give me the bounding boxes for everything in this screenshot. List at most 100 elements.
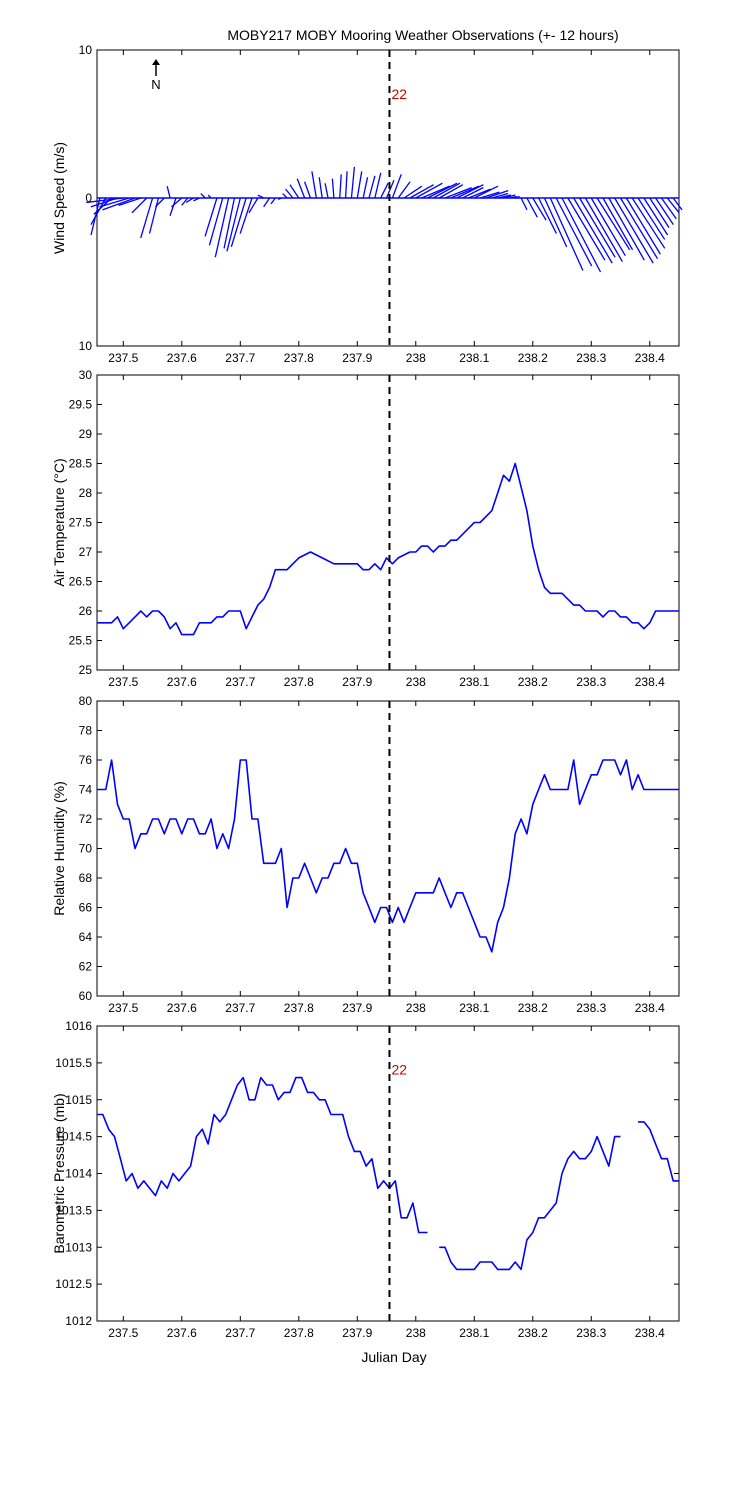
y-tick-label: 66 (79, 901, 93, 915)
wind-vector (438, 184, 464, 199)
wind-vector (303, 181, 312, 199)
y-tick-label: 1012.5 (55, 1277, 92, 1291)
wind-vector (427, 182, 458, 199)
y-tick-label: 10 (79, 43, 93, 57)
wind-vector (223, 197, 236, 249)
y-tick-label: 60 (79, 989, 93, 1003)
y-tick-label: 74 (79, 783, 93, 797)
wind-vector (526, 197, 538, 218)
y-axis-label: Relative Humidity (%) (51, 781, 67, 916)
wind-vector (344, 171, 348, 199)
wind-vector (409, 184, 434, 199)
wind-vector (204, 197, 218, 237)
x-tick-label: 237.7 (225, 351, 255, 365)
y-tick-label: 29 (79, 427, 93, 441)
wind-vector (86, 197, 124, 204)
wind-vector (181, 197, 189, 206)
x-tick-label: 238 (406, 1326, 426, 1340)
y-tick-label: 25.5 (69, 634, 93, 648)
x-tick-label: 237.6 (167, 351, 197, 365)
wind-vector (590, 197, 626, 257)
y-tick-label: 78 (79, 724, 93, 738)
y-tick-label: 0 (85, 191, 92, 205)
y-tick-label: 28.5 (69, 457, 93, 471)
wind-vector (285, 188, 294, 199)
y-tick-label: 62 (79, 960, 93, 974)
data-series-line (97, 462, 679, 636)
x-tick-label: 237.8 (284, 675, 314, 689)
x-tick-label: 238.4 (635, 351, 665, 365)
x-tick-label: 237.5 (108, 675, 138, 689)
wind-vector (169, 197, 177, 216)
wind-speed-panel: 237.5 237.6 237.7 237.8 237.9 238 238.1 238.2 23… (51, 43, 683, 365)
plot-frame (96, 700, 680, 997)
y-tick-label: 30 (79, 368, 93, 382)
x-tick-label: 237.9 (342, 1001, 372, 1015)
wind-vector (579, 197, 616, 258)
wind-vector (289, 184, 300, 199)
x-tick-label: 238.2 (518, 351, 548, 365)
wind-vector (625, 197, 661, 255)
x-tick-label: 238.4 (635, 675, 665, 689)
y-tick-label: 10 (79, 339, 93, 353)
y-tick-label: 25 (79, 663, 93, 677)
air-temperature-panel: 237.5 237.6 237.7 237.8 237.9 238 238.1 238.2 23… (51, 368, 680, 689)
data-series-line (638, 1121, 679, 1182)
wind-vector (148, 197, 160, 234)
x-tick-label: 238 (406, 675, 426, 689)
y-tick-label: 29.5 (69, 398, 93, 412)
wind-vector (602, 197, 634, 251)
wind-vector (214, 197, 230, 258)
wind-vector (397, 181, 411, 199)
wind-vector (403, 185, 423, 199)
y-tick-label: 1014.5 (55, 1130, 92, 1144)
wind-vector (672, 197, 683, 211)
y-axis-label: Wind Speed (m/s) (51, 142, 67, 254)
x-tick-label: 237.6 (167, 1001, 197, 1015)
wind-vector (391, 174, 402, 199)
x-tick-label: 237.8 (284, 1001, 314, 1015)
x-tick-label: 238 (406, 351, 426, 365)
wind-vector (374, 172, 382, 199)
wind-vector (324, 183, 329, 199)
wind-vector (538, 197, 557, 234)
x-tick-label: 238.2 (518, 1001, 548, 1015)
y-tick-label: 1016 (65, 1019, 92, 1033)
x-tick-label: 237.9 (342, 1326, 372, 1340)
x-tick-label: 237.5 (108, 1326, 138, 1340)
wind-vector (331, 178, 335, 199)
wind-vector (99, 197, 130, 208)
wind-vector (270, 197, 276, 205)
x-tick-label: 238.1 (459, 1001, 489, 1015)
x-tick-label: 238.4 (635, 1326, 665, 1340)
y-axis-label: Air Temperature (°C) (51, 458, 67, 586)
x-axis-label: Julian Day (361, 1349, 426, 1365)
data-series-line (439, 1135, 621, 1271)
wind-vector (208, 197, 224, 246)
x-tick-label: 237.6 (167, 675, 197, 689)
x-tick-label: 237.7 (225, 675, 255, 689)
marker-label: 22 (391, 86, 407, 102)
wind-vector (263, 197, 271, 208)
y-tick-label: 80 (79, 694, 93, 708)
x-tick-label: 238.3 (576, 1001, 606, 1015)
x-tick-label: 238.3 (576, 1326, 606, 1340)
wind-vector (207, 194, 212, 199)
wind-vector (584, 197, 623, 262)
y-tick-label: 1015.5 (55, 1056, 92, 1070)
wind-vector (380, 182, 389, 199)
y-tick-label: 76 (79, 753, 93, 767)
wind-vector (248, 197, 259, 214)
x-tick-label: 238.2 (518, 675, 548, 689)
wind-vector (154, 197, 165, 208)
wind-vector (456, 184, 484, 199)
y-axis-label: Barometric Pressure (mb) (51, 1093, 67, 1253)
wind-vector (614, 197, 654, 264)
wind-vector (532, 197, 547, 221)
wind-vector (239, 197, 253, 234)
y-tick-label: 26.5 (69, 575, 93, 589)
y-tick-label: 1014 (65, 1167, 92, 1181)
wind-vector (257, 194, 264, 199)
y-tick-label: 1012 (65, 1314, 92, 1328)
